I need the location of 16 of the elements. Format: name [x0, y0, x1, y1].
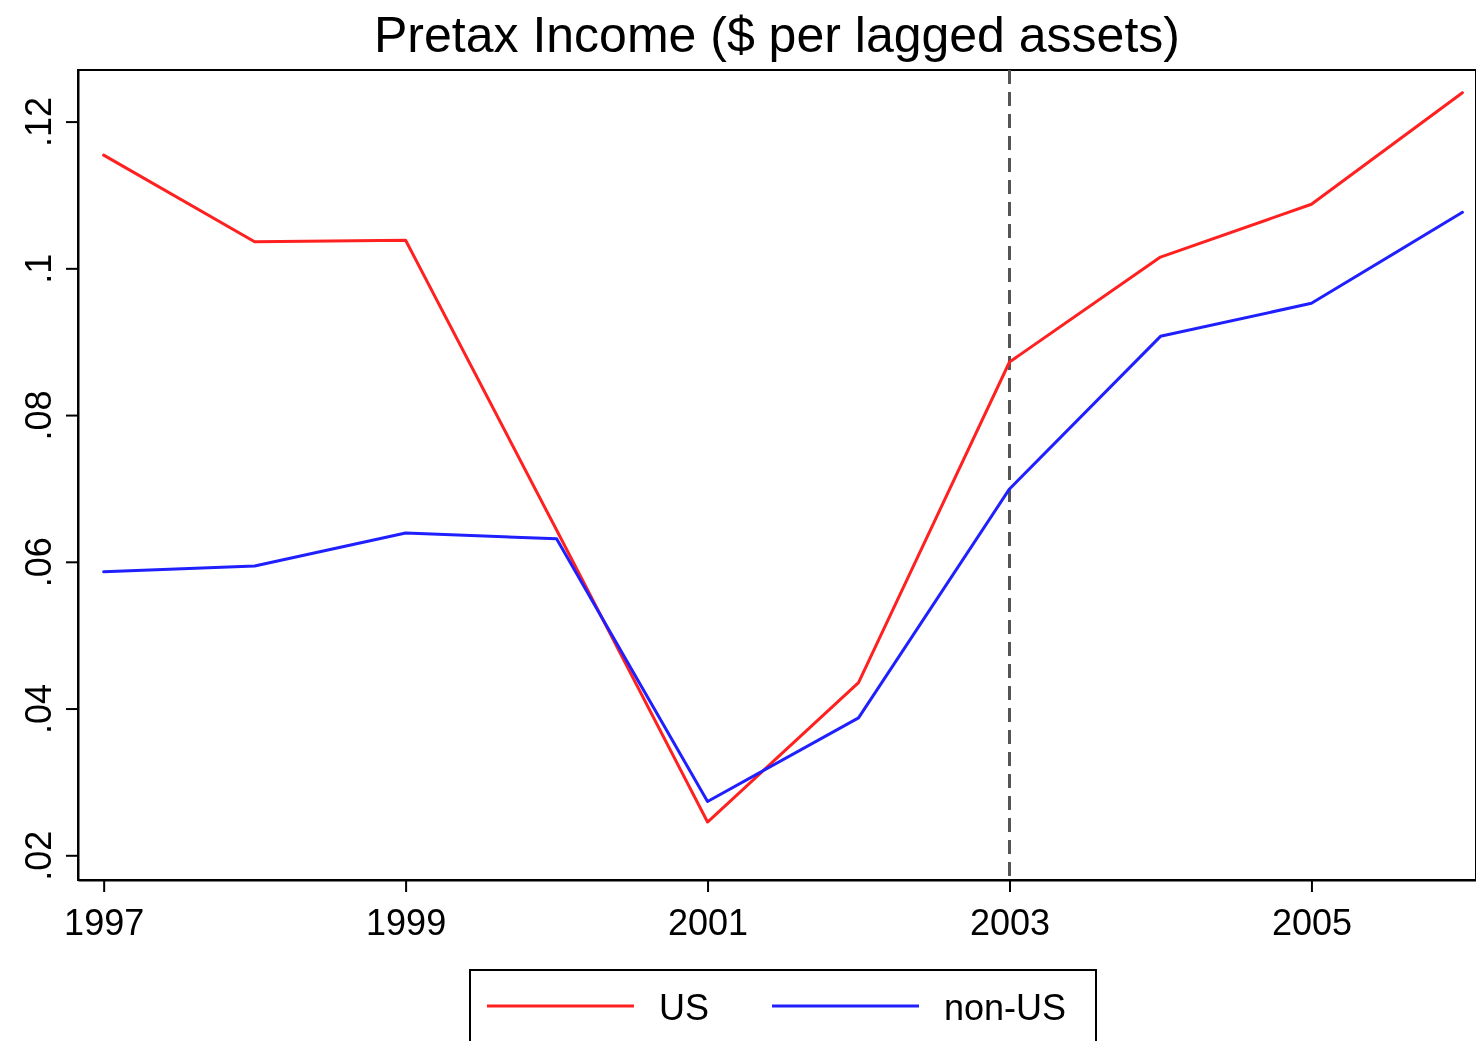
legend-label: US [659, 987, 710, 1028]
chart-title: Pretax Income ($ per lagged assets) [374, 7, 1180, 63]
y-tick-label: .12 [17, 97, 59, 148]
x-tick-label: 2003 [969, 901, 1051, 943]
x-tick-label: 2001 [668, 901, 749, 943]
x-tick-label: 1997 [64, 901, 145, 943]
line-series [102, 210, 1464, 803]
line-series [102, 91, 1464, 824]
x-tick-label: 2005 [1271, 901, 1352, 943]
y-tick-label: .06 [17, 537, 59, 588]
x-tick-label: 1999 [366, 901, 447, 943]
y-tick-label: .08 [17, 390, 59, 441]
y-tick-label: .1 [17, 253, 59, 284]
y-tick-label: .02 [17, 830, 59, 881]
legend-label: non-US [944, 987, 1067, 1028]
y-tick-label: .04 [17, 684, 59, 735]
